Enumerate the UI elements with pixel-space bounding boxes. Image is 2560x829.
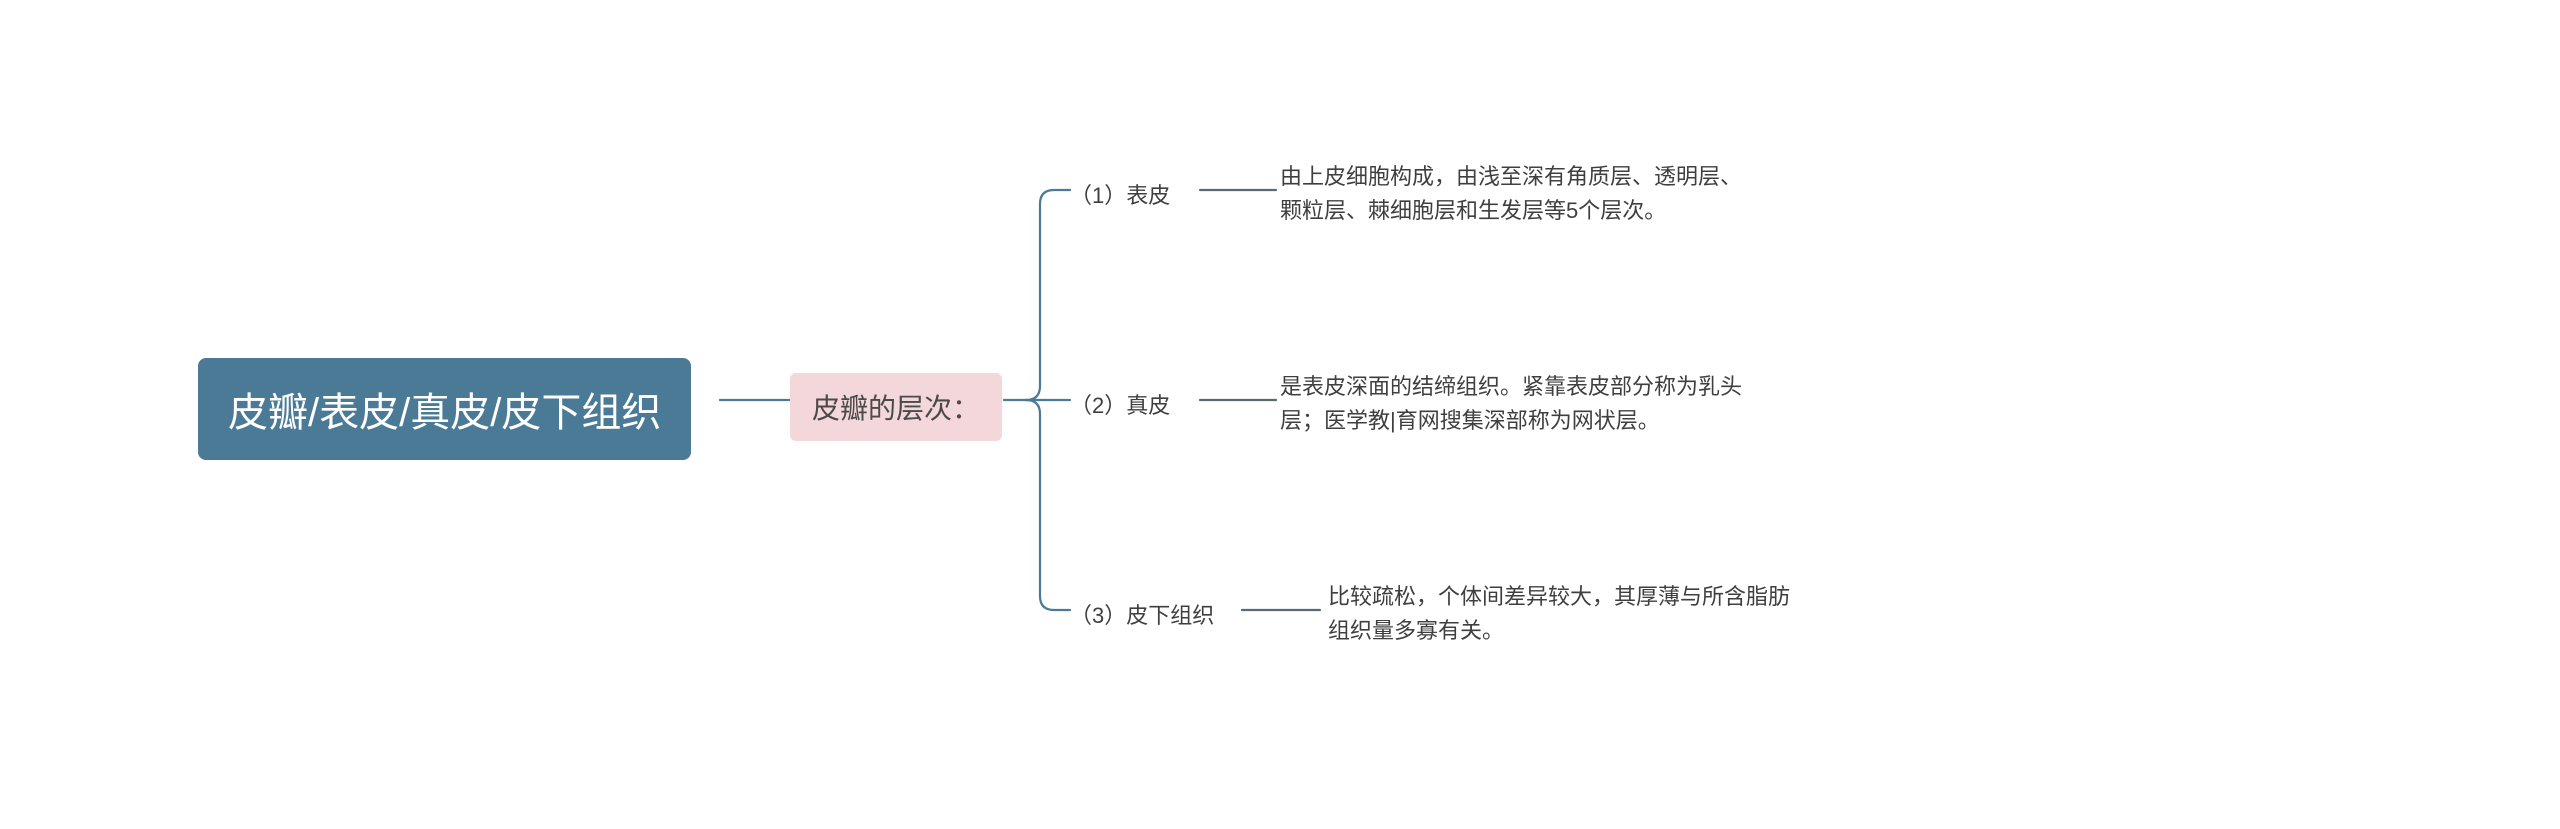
desc-epidermis: 由上皮细胞构成，由浅至深有角质层、透明层、颗粒层、棘细胞层和生发层等5个层次。 [1280, 160, 1760, 228]
desc-text: 是表皮深面的结缔组织。紧靠表皮部分称为乳头层；医学教|育网搜集深部称为网状层。 [1280, 374, 1742, 433]
root-node: 皮瓣/表皮/真皮/皮下组织 [198, 358, 691, 460]
desc-text: 由上皮细胞构成，由浅至深有角质层、透明层、颗粒层、棘细胞层和生发层等5个层次。 [1280, 164, 1742, 223]
mindmap-canvas: 皮瓣/表皮/真皮/皮下组织 皮瓣的层次： （1）表皮 由上皮细胞构成，由浅至深有… [0, 0, 2560, 829]
level2-node-dermis: （2）真皮 [1070, 388, 1170, 420]
level1-label: 皮瓣的层次： [812, 387, 980, 427]
level2-label: （3）皮下组织 [1070, 603, 1214, 628]
root-label: 皮瓣/表皮/真皮/皮下组织 [228, 380, 661, 438]
desc-text: 比较疏松，个体间差异较大，其厚薄与所含脂肪组织量多寡有关。 [1328, 584, 1790, 643]
level2-node-subcutaneous: （3）皮下组织 [1070, 598, 1214, 630]
level2-label: （1）表皮 [1070, 183, 1170, 208]
level2-label: （2）真皮 [1070, 393, 1170, 418]
desc-dermis: 是表皮深面的结缔组织。紧靠表皮部分称为乳头层；医学教|育网搜集深部称为网状层。 [1280, 370, 1760, 438]
desc-subcutaneous: 比较疏松，个体间差异较大，其厚薄与所含脂肪组织量多寡有关。 [1328, 580, 1808, 648]
level2-node-epidermis: （1）表皮 [1070, 178, 1170, 210]
level1-node: 皮瓣的层次： [790, 373, 1002, 441]
